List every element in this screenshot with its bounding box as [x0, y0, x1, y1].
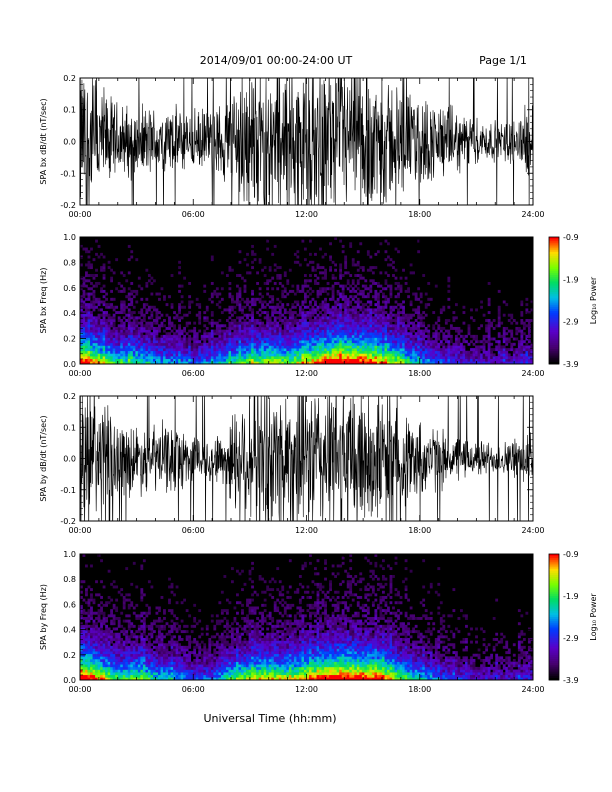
x-tick-label: 00:00 — [68, 210, 91, 219]
y-tick-label: 0.6 — [63, 600, 76, 609]
x-tick-label: 24:00 — [521, 526, 544, 535]
y-tick-label: 0.6 — [63, 284, 76, 293]
x-tick-label: 06:00 — [182, 210, 205, 219]
x-tick-label: 24:00 — [521, 369, 544, 378]
y-tick-label: 0.1 — [63, 106, 76, 115]
y-tick-label: 0.2 — [63, 392, 76, 401]
y-axis-label: SPA by Freq (Hz) — [39, 584, 48, 650]
y-tick-label: -0.2 — [60, 201, 76, 210]
y-tick-label: 1.0 — [63, 233, 76, 242]
y-tick-label: 0.8 — [63, 575, 76, 584]
spectrogram-2 — [80, 237, 533, 364]
panel-4: -0.9 -1.9 -2.9 -3.9 Log₁₀ Power 00:00 06:00 12:… — [39, 550, 598, 694]
page-indicator: Page 1/1 — [479, 54, 527, 67]
x-tick-label: 18:00 — [408, 685, 431, 694]
colorbar-tick-label: -1.9 — [563, 592, 579, 601]
colorbar-tick-label: -3.9 — [563, 676, 579, 685]
colorbar-2: -0.9 -1.9 -2.9 -3.9 Log₁₀ Power — [548, 233, 598, 369]
colorbar-tick-label: -0.9 — [563, 233, 579, 242]
x-tick-label: 12:00 — [295, 526, 318, 535]
y-tick-label: -0.2 — [60, 517, 76, 526]
y-axis-label: SPA bx Freq (Hz) — [39, 268, 48, 334]
colorbar-tick-label: -2.9 — [563, 634, 579, 643]
x-tick-label: 06:00 — [182, 685, 205, 694]
y-tick-label: 0.2 — [63, 74, 76, 83]
y-tick-label: 0.2 — [63, 335, 76, 344]
x-axis-label: Universal Time (hh:mm) — [204, 712, 337, 725]
y-tick-label: 0.2 — [63, 651, 76, 660]
colorbar-tick-label: -1.9 — [563, 275, 579, 284]
spectrogram-4 — [80, 554, 533, 680]
colorbar-4: -0.9 -1.9 -2.9 -3.9 Log₁₀ Power — [548, 550, 598, 685]
panel-1: 00:00 06:00 12:00 18:00 24:00 -0.2 -0.1 0.0 0.1 0… — [39, 74, 545, 219]
x-tick-label: 06:00 — [182, 526, 205, 535]
x-tick-label: 00:00 — [68, 369, 91, 378]
y-tick-label: -0.1 — [60, 486, 76, 495]
y-tick-label: 0.4 — [63, 309, 76, 318]
x-tick-label: 00:00 — [68, 685, 91, 694]
x-tick-label: 00:00 — [68, 526, 91, 535]
y-tick-label: 1.0 — [63, 550, 76, 559]
x-tick-label: 24:00 — [521, 685, 544, 694]
x-tick-label: 06:00 — [182, 369, 205, 378]
colorbar-tick-label: -2.9 — [563, 318, 579, 327]
colorbar-tick-label: -3.9 — [563, 360, 579, 369]
x-tick-label: 24:00 — [521, 210, 544, 219]
x-tick-label: 12:00 — [295, 210, 318, 219]
y-tick-label: 0.4 — [63, 626, 76, 635]
x-tick-label: 12:00 — [295, 369, 318, 378]
y-tick-label: 0.0 — [63, 455, 76, 464]
panel-2: -0.9 -1.9 -2.9 -3.9 Log₁₀ Power 00:00 06:00 12:… — [39, 233, 598, 378]
x-tick-label: 18:00 — [408, 369, 431, 378]
x-tick-label: 18:00 — [408, 210, 431, 219]
y-tick-label: 0.0 — [63, 676, 76, 685]
x-tick-label: 18:00 — [408, 526, 431, 535]
figure-title: 2014/09/01 00:00-24:00 UT — [200, 54, 353, 67]
y-tick-label: 0.0 — [63, 360, 76, 369]
y-tick-label: -0.1 — [60, 169, 76, 178]
colorbar-label: Log₁₀ Power — [589, 593, 598, 641]
y-axis-label: SPA by dB/dt (nT/sec) — [39, 415, 48, 501]
x-tick-label: 12:00 — [295, 685, 318, 694]
y-axis-label: SPA bx dB/dt (nT/sec) — [39, 98, 48, 184]
y-tick-label: 0.0 — [63, 138, 76, 147]
colorbar-label: Log₁₀ Power — [589, 276, 598, 324]
colorbar-tick-label: -0.9 — [563, 550, 579, 559]
series-line-3 — [80, 396, 533, 521]
series-line-1 — [80, 78, 533, 205]
panel-3: 00:00 06:00 12:00 18:00 24:00 -0.2 -0.1 0.0 0.1 0… — [39, 392, 545, 535]
y-tick-label: 0.8 — [63, 258, 76, 267]
y-tick-label: 0.1 — [63, 423, 76, 432]
